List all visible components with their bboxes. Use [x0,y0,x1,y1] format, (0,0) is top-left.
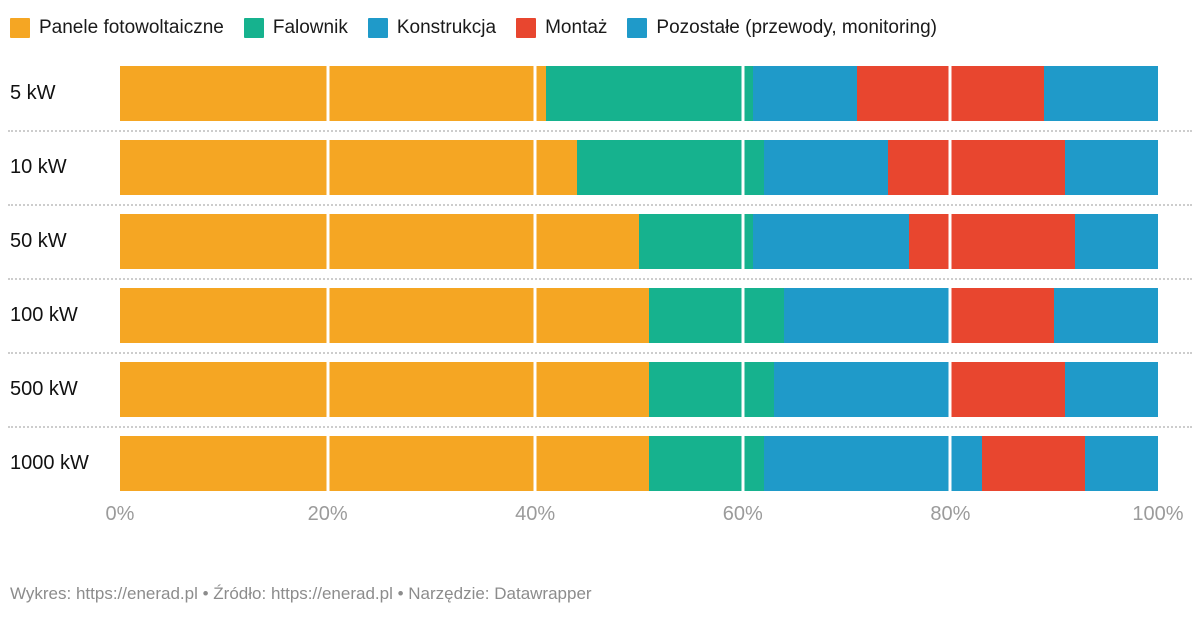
bar-segment [649,288,785,343]
bar-segment [649,362,774,417]
bar-segment [120,214,639,269]
bar-row: 500 kW [0,362,1200,417]
footer-link[interactable]: https://enerad.pl [75,584,198,603]
axis-tick-label: 20% [307,503,348,525]
footer-link[interactable]: Datawrapper [494,584,592,603]
legend-item-label: Falownik [272,17,348,38]
bar-row: 1000 kW [0,436,1200,491]
footer-text: Wykres: [10,584,76,603]
bar-segment [576,140,764,195]
bar-segment [649,436,764,491]
bar-segment [120,288,650,343]
axis-tick-label: 80% [930,503,971,525]
row-label: 50 kW [10,230,67,252]
bar-segment [753,214,909,269]
bar-segment [120,140,577,195]
bar-track [120,214,1158,269]
bar-segment [753,66,857,121]
axis-tick-label: 40% [515,503,556,525]
axis-tick-label: 100% [1132,503,1184,525]
row-separator [0,195,1200,214]
legend-item-label: Montaż [545,17,608,38]
bar-segment [763,140,889,195]
x-axis: 0% 20% 40% 60% 80% 100% [106,501,1184,531]
bar-segment [981,436,1086,491]
row-label: 5 kW [10,82,56,104]
row-separator [0,343,1200,362]
footer-link[interactable]: https://enerad.pl [270,584,393,603]
axis-tick-label: 0% [105,503,135,525]
bar-segment [120,436,650,491]
row-label: 100 kW [10,304,78,326]
footer-text: Źródło: [213,584,271,603]
legend-item: Pozostałe (przewody, monitoring) [627,17,937,39]
legend: Panele fotowoltaiczne Falownik Konstrukcja… [10,12,1200,44]
bar-track [120,66,1158,121]
legend-swatch-icon [627,18,648,38]
bar-segment [888,140,1065,195]
footer-text: Narzędzie: [408,584,495,603]
bar-row: 50 kW [0,214,1200,269]
row-separator [0,417,1200,436]
row-label: 10 kW [10,156,67,178]
bar-row: 5 kW [0,66,1200,121]
row-label: 500 kW [10,378,78,400]
legend-item-label: Konstrukcja [396,17,497,38]
bar-track [120,288,1158,343]
bar-segment [1074,214,1158,269]
chart-page: Panele fotowoltaiczne Falownik Konstrukcja… [0,12,1200,617]
bar-segment [856,66,1044,121]
bar-track [120,436,1158,491]
row-separator [0,269,1200,288]
bar-segment [639,214,754,269]
legend-item: Falownik [243,17,348,39]
row-separator [0,121,1200,140]
bar-segment [1043,66,1158,121]
row-label: 1000 kW [10,452,89,474]
bar-segment [773,362,951,417]
chart-footer: Wykres: https://enerad.pl • Źródło: http… [10,584,592,604]
legend-swatch-icon [10,18,30,38]
bar-segment [784,288,951,343]
bar-segment [1085,436,1158,491]
legend-item-label: Pozostałe (przewody, monitoring) [656,17,937,38]
bar-segment [908,214,1075,269]
bar-track [120,362,1158,417]
bar-row: 10 kW [0,140,1200,195]
bar-row: 100 kW [0,288,1200,343]
bar-segment [545,66,754,121]
legend-swatch-icon [516,18,537,38]
bar-segment [120,362,650,417]
bar-segment [763,436,982,491]
legend-swatch-icon [243,18,264,38]
bar-segment [1064,140,1158,195]
legend-item: Montaż [516,17,607,39]
legend-item: Konstrukcja [367,17,497,39]
footer-text: • [197,584,214,603]
legend-item-label: Panele fotowoltaiczne [39,17,224,38]
chart-rows: 5 kW 10 kW 50 kW 100 kW 500 kW 1000 kW [0,66,1200,491]
bar-segment [950,288,1055,343]
bar-segment [1054,288,1158,343]
bar-segment [120,66,546,121]
footer-text: • [392,584,409,603]
bar-segment [1064,362,1158,417]
axis-tick-label: 60% [722,503,763,525]
legend-swatch-icon [367,18,388,38]
bar-segment [950,362,1065,417]
bar-track [120,140,1158,195]
legend-item: Panele fotowoltaiczne [10,17,224,39]
